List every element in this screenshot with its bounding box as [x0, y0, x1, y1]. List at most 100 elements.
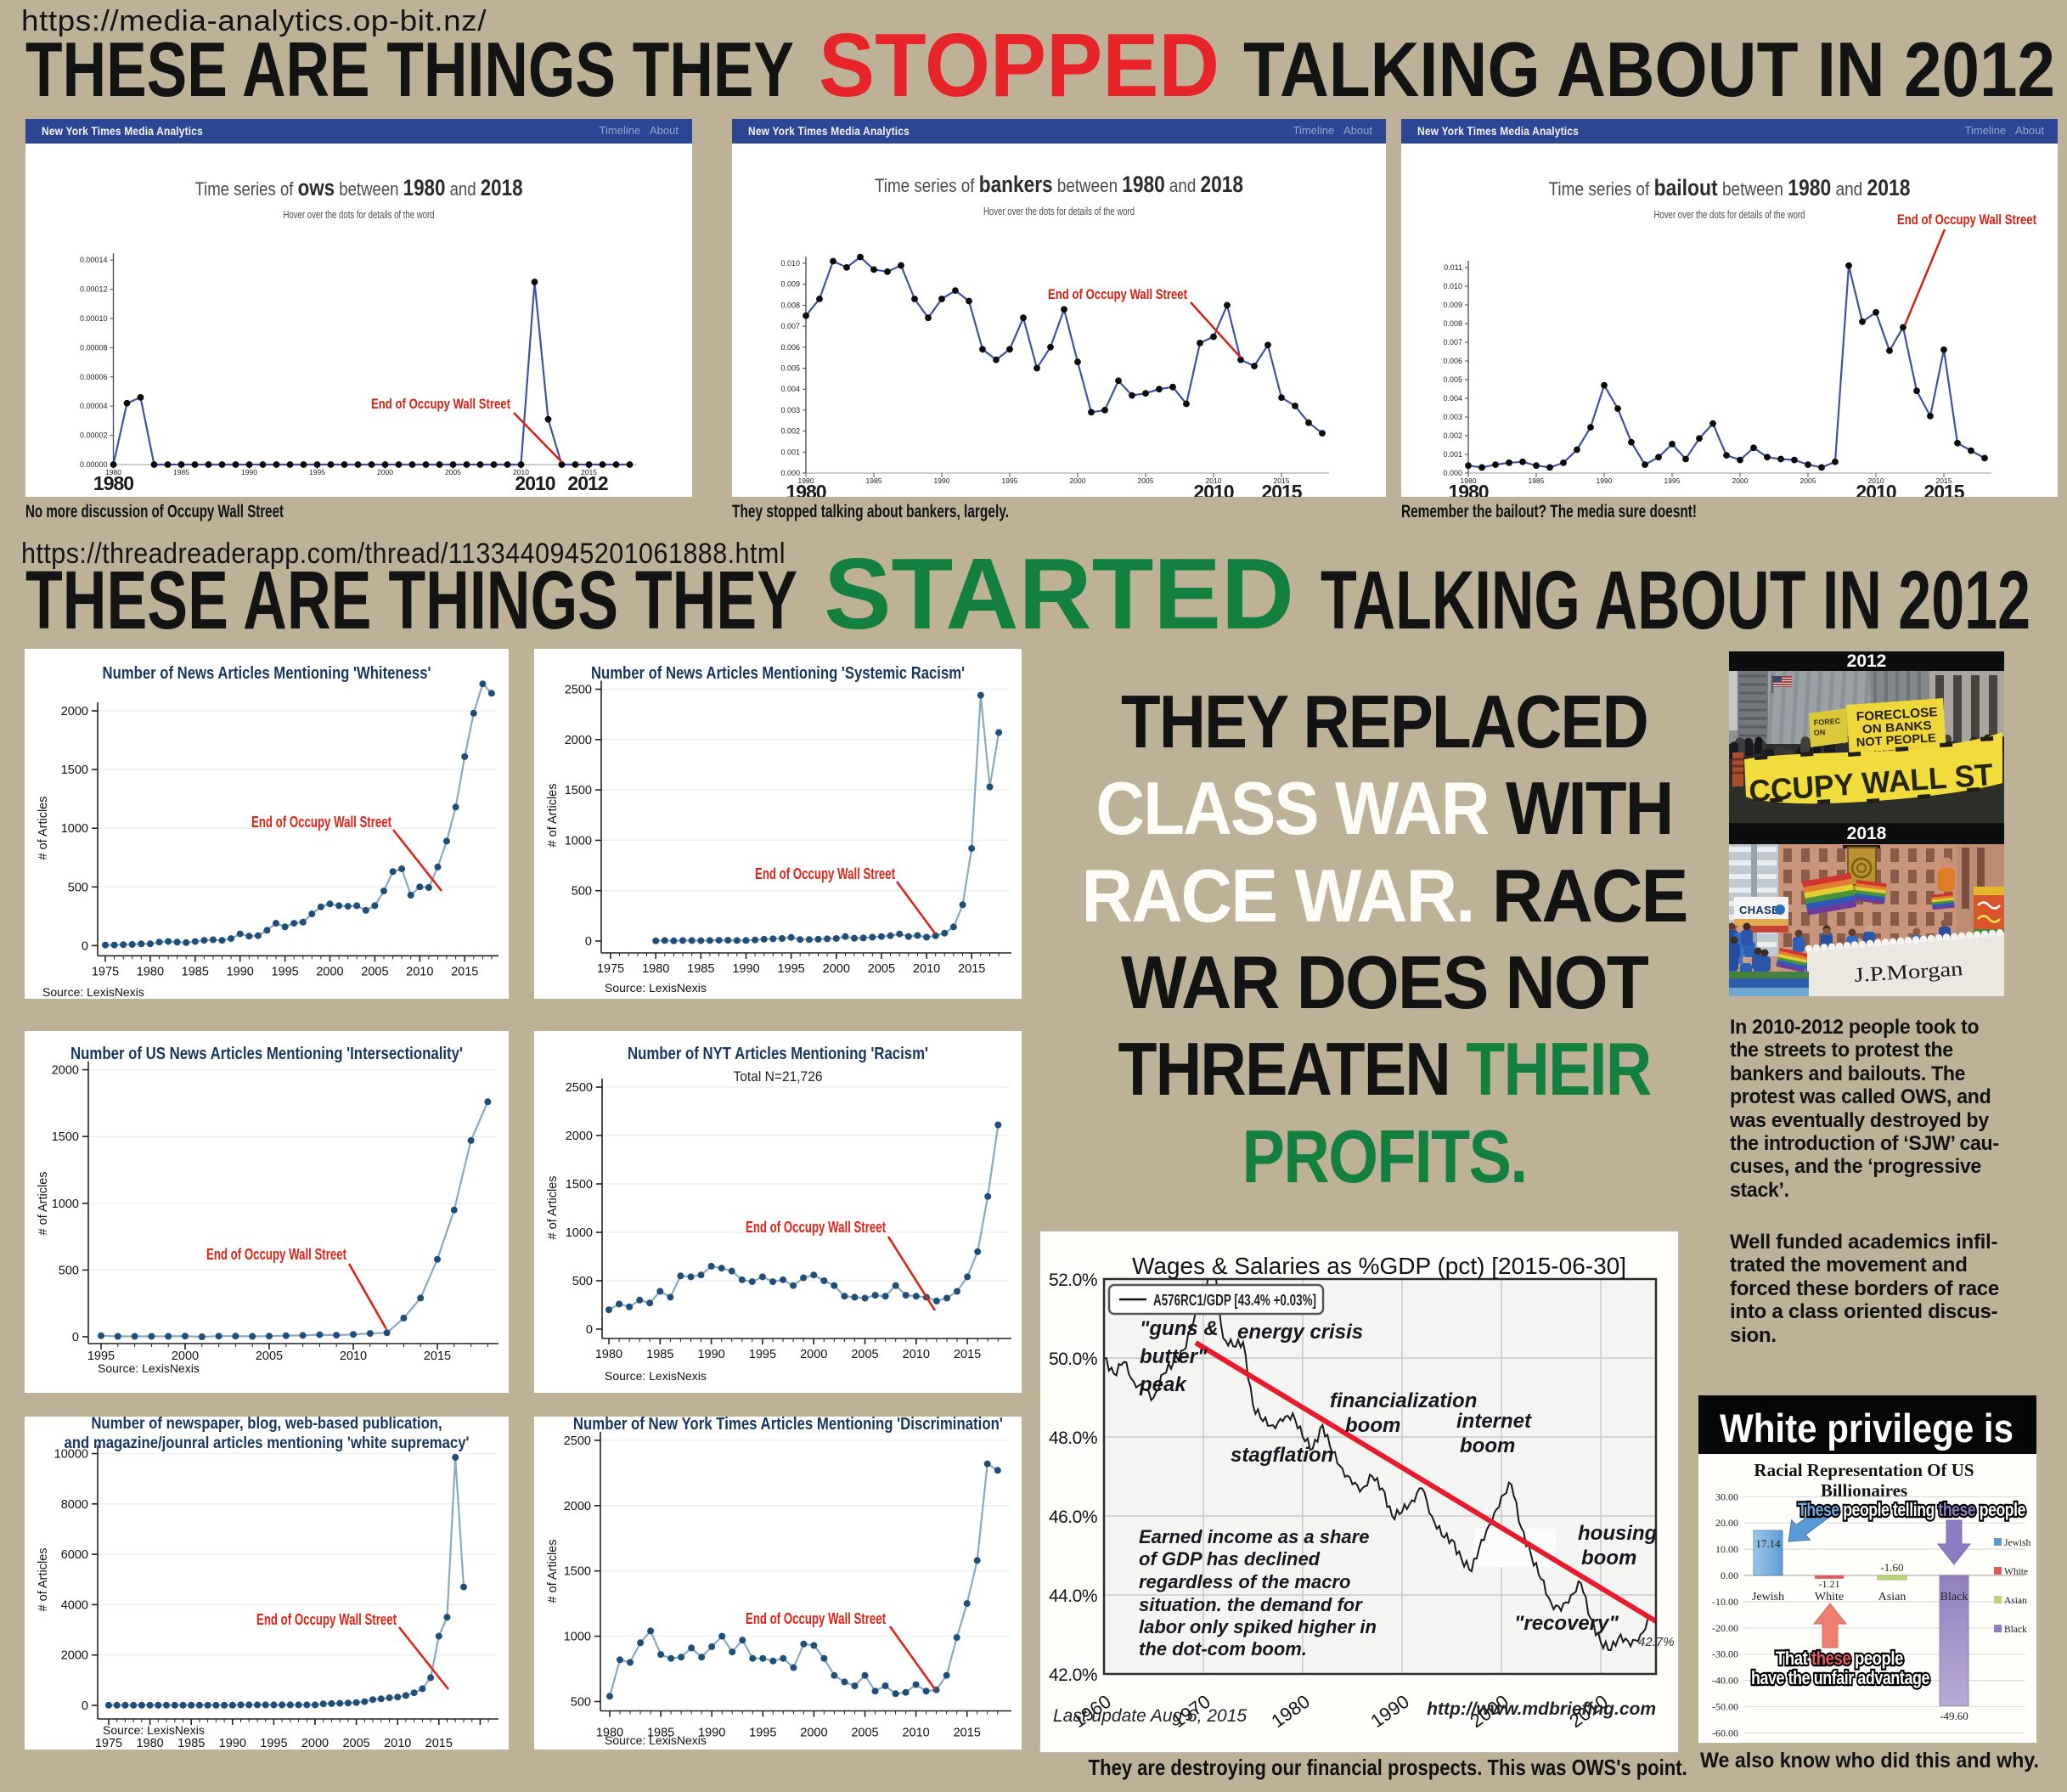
svg-text:2005: 2005 — [851, 1727, 878, 1740]
svg-text:30.00: 30.00 — [1715, 1491, 1738, 1502]
svg-text:# of Articles: # of Articles — [37, 1548, 50, 1612]
svg-text:End of Occupy Wall Street: End of Occupy Wall Street — [1897, 211, 2036, 228]
svg-text:of GDP has declined: of GDP has declined — [1139, 1548, 1321, 1569]
svg-text:2000: 2000 — [172, 1350, 199, 1363]
svg-text:1980: 1980 — [136, 1737, 163, 1750]
svg-text:1000: 1000 — [52, 1197, 79, 1211]
svg-text:4000: 4000 — [61, 1598, 88, 1612]
svg-text:Jewish: Jewish — [2004, 1538, 2031, 1548]
svg-text:http://www.mdbriefing.com: http://www.mdbriefing.com — [1427, 1699, 1656, 1719]
svg-text:WAR DOES NOT: WAR DOES NOT — [1121, 940, 1648, 1024]
svg-text:have the unfair advantage: have the unfair advantage — [1751, 1667, 1929, 1688]
svg-text:1975: 1975 — [597, 962, 624, 976]
svg-text:17.14: 17.14 — [1755, 1537, 1781, 1550]
svg-text:Source: LexisNexis: Source: LexisNexis — [103, 1723, 205, 1737]
svg-text:1995: 1995 — [749, 1348, 776, 1361]
svg-text:stagflation: stagflation — [1231, 1444, 1333, 1467]
svg-text:0.00000: 0.00000 — [80, 460, 108, 469]
svg-text:boom: boom — [1581, 1547, 1636, 1569]
svg-text:2010: 2010 — [513, 468, 529, 476]
svg-text:Source: LexisNexis: Source: LexisNexis — [605, 1369, 707, 1383]
svg-text:2005: 2005 — [445, 468, 461, 476]
svg-text:500: 500 — [572, 1275, 593, 1288]
svg-text:PROFITS.: PROFITS. — [1242, 1114, 1527, 1198]
svg-text:2000: 2000 — [316, 965, 343, 978]
svg-text:Wages & Salaries as %GDP (pct): Wages & Salaries as %GDP (pct) [2015-06-… — [1132, 1253, 1626, 1279]
svg-text:-1.60: -1.60 — [1880, 1561, 1903, 1574]
svg-text:2015: 2015 — [1274, 476, 1290, 485]
svg-text:2005: 2005 — [1800, 476, 1816, 485]
svg-text:52.0%: 52.0% — [1049, 1271, 1097, 1290]
svg-text:2000: 2000 — [566, 1130, 593, 1143]
svg-text:End of Occupy Wall Street: End of Occupy Wall Street — [1048, 286, 1187, 302]
svg-text:0.004: 0.004 — [1443, 394, 1462, 403]
svg-text:1985: 1985 — [182, 965, 209, 978]
svg-text:Source: LexisNexis: Source: LexisNexis — [605, 1733, 707, 1747]
svg-text:End of Occupy Wall Street: End of Occupy Wall Street — [206, 1246, 346, 1263]
svg-text:0: 0 — [82, 1699, 88, 1713]
svg-text:42.7%: 42.7% — [1638, 1635, 1675, 1649]
svg-text:0: 0 — [82, 939, 88, 953]
svg-text:2005: 2005 — [361, 965, 388, 978]
svg-text:1980: 1980 — [798, 476, 814, 485]
svg-text:2000: 2000 — [61, 705, 88, 718]
svg-text:1990: 1990 — [698, 1727, 725, 1740]
svg-text:End of Occupy Wall Street: End of Occupy Wall Street — [746, 1219, 886, 1236]
svg-text:White: White — [1815, 1591, 1844, 1603]
svg-text:1985: 1985 — [173, 468, 189, 476]
svg-text:2000: 2000 — [61, 1649, 88, 1663]
svg-text:CLASS WAR WITH: CLASS WAR WITH — [1096, 766, 1673, 850]
svg-text:2010: 2010 — [406, 965, 433, 978]
svg-text:End of Occupy Wall Street: End of Occupy Wall Street — [746, 1610, 886, 1627]
svg-text:0.003: 0.003 — [780, 406, 800, 414]
svg-text:Asian: Asian — [2004, 1596, 2027, 1606]
svg-text:1995: 1995 — [260, 1737, 287, 1750]
svg-text:-50.00: -50.00 — [1712, 1701, 1738, 1713]
svg-text:That these people: That these people — [1776, 1648, 1903, 1669]
svg-text:2000: 2000 — [1070, 476, 1086, 485]
svg-text:2015: 2015 — [424, 1350, 451, 1363]
svg-text:0: 0 — [72, 1331, 79, 1344]
svg-text:1000: 1000 — [566, 1226, 593, 1240]
svg-text:# of Articles: # of Articles — [546, 1176, 560, 1240]
svg-text:1500: 1500 — [566, 1178, 593, 1192]
svg-text:2015: 2015 — [954, 1727, 981, 1740]
svg-text:0.011: 0.011 — [1444, 263, 1462, 272]
svg-text:RACE WAR. RACE: RACE WAR. RACE — [1082, 854, 1687, 938]
svg-text:0.001: 0.001 — [780, 448, 800, 456]
svg-text:2015: 2015 — [1261, 481, 1302, 497]
svg-text:FOREC: FOREC — [1813, 717, 1841, 727]
svg-text:1990: 1990 — [697, 1348, 724, 1361]
svg-text:2015: 2015 — [1923, 481, 1964, 497]
svg-text:0: 0 — [585, 935, 592, 949]
svg-text:boom: boom — [1345, 1414, 1400, 1437]
svg-text:500: 500 — [59, 1264, 79, 1277]
svg-text:# of Articles: # of Articles — [37, 797, 50, 860]
svg-text:These people telling these peo: These people telling these people — [1798, 1499, 2025, 1520]
svg-text:1975: 1975 — [95, 1737, 122, 1750]
svg-text:46.0%: 46.0% — [1049, 1507, 1097, 1527]
svg-text:0.006: 0.006 — [1443, 357, 1462, 365]
svg-text:1980: 1980 — [137, 965, 164, 978]
svg-text:1990: 1990 — [732, 962, 759, 976]
svg-text:2005: 2005 — [256, 1350, 283, 1363]
svg-text:1980: 1980 — [642, 962, 669, 976]
svg-text:500: 500 — [572, 885, 592, 899]
svg-text:0.010: 0.010 — [1443, 282, 1462, 290]
svg-text:1500: 1500 — [565, 784, 592, 797]
svg-text:THREATEN THEIR: THREATEN THEIR — [1118, 1027, 1651, 1111]
svg-text:0.00012: 0.00012 — [80, 285, 108, 294]
svg-text:0.009: 0.009 — [780, 280, 800, 289]
svg-text:1995: 1995 — [1664, 476, 1681, 485]
svg-text:peak: peak — [1139, 1373, 1187, 1396]
svg-text:1000: 1000 — [565, 834, 592, 848]
svg-text:A576RC1/GDP [43.4% +0.03%]: A576RC1/GDP [43.4% +0.03%] — [1153, 1292, 1316, 1309]
svg-text:Asian: Asian — [1878, 1591, 1906, 1603]
svg-text:the dot-com boom.: the dot-com boom. — [1139, 1638, 1307, 1660]
svg-text:0.010: 0.010 — [780, 259, 800, 268]
svg-text:2010: 2010 — [1856, 481, 1895, 497]
svg-text:2010: 2010 — [515, 472, 555, 494]
svg-text:THEY REPLACED: THEY REPLACED — [1121, 679, 1647, 764]
svg-text:Source: LexisNexis: Source: LexisNexis — [605, 981, 707, 995]
svg-text:48.0%: 48.0% — [1049, 1429, 1097, 1448]
